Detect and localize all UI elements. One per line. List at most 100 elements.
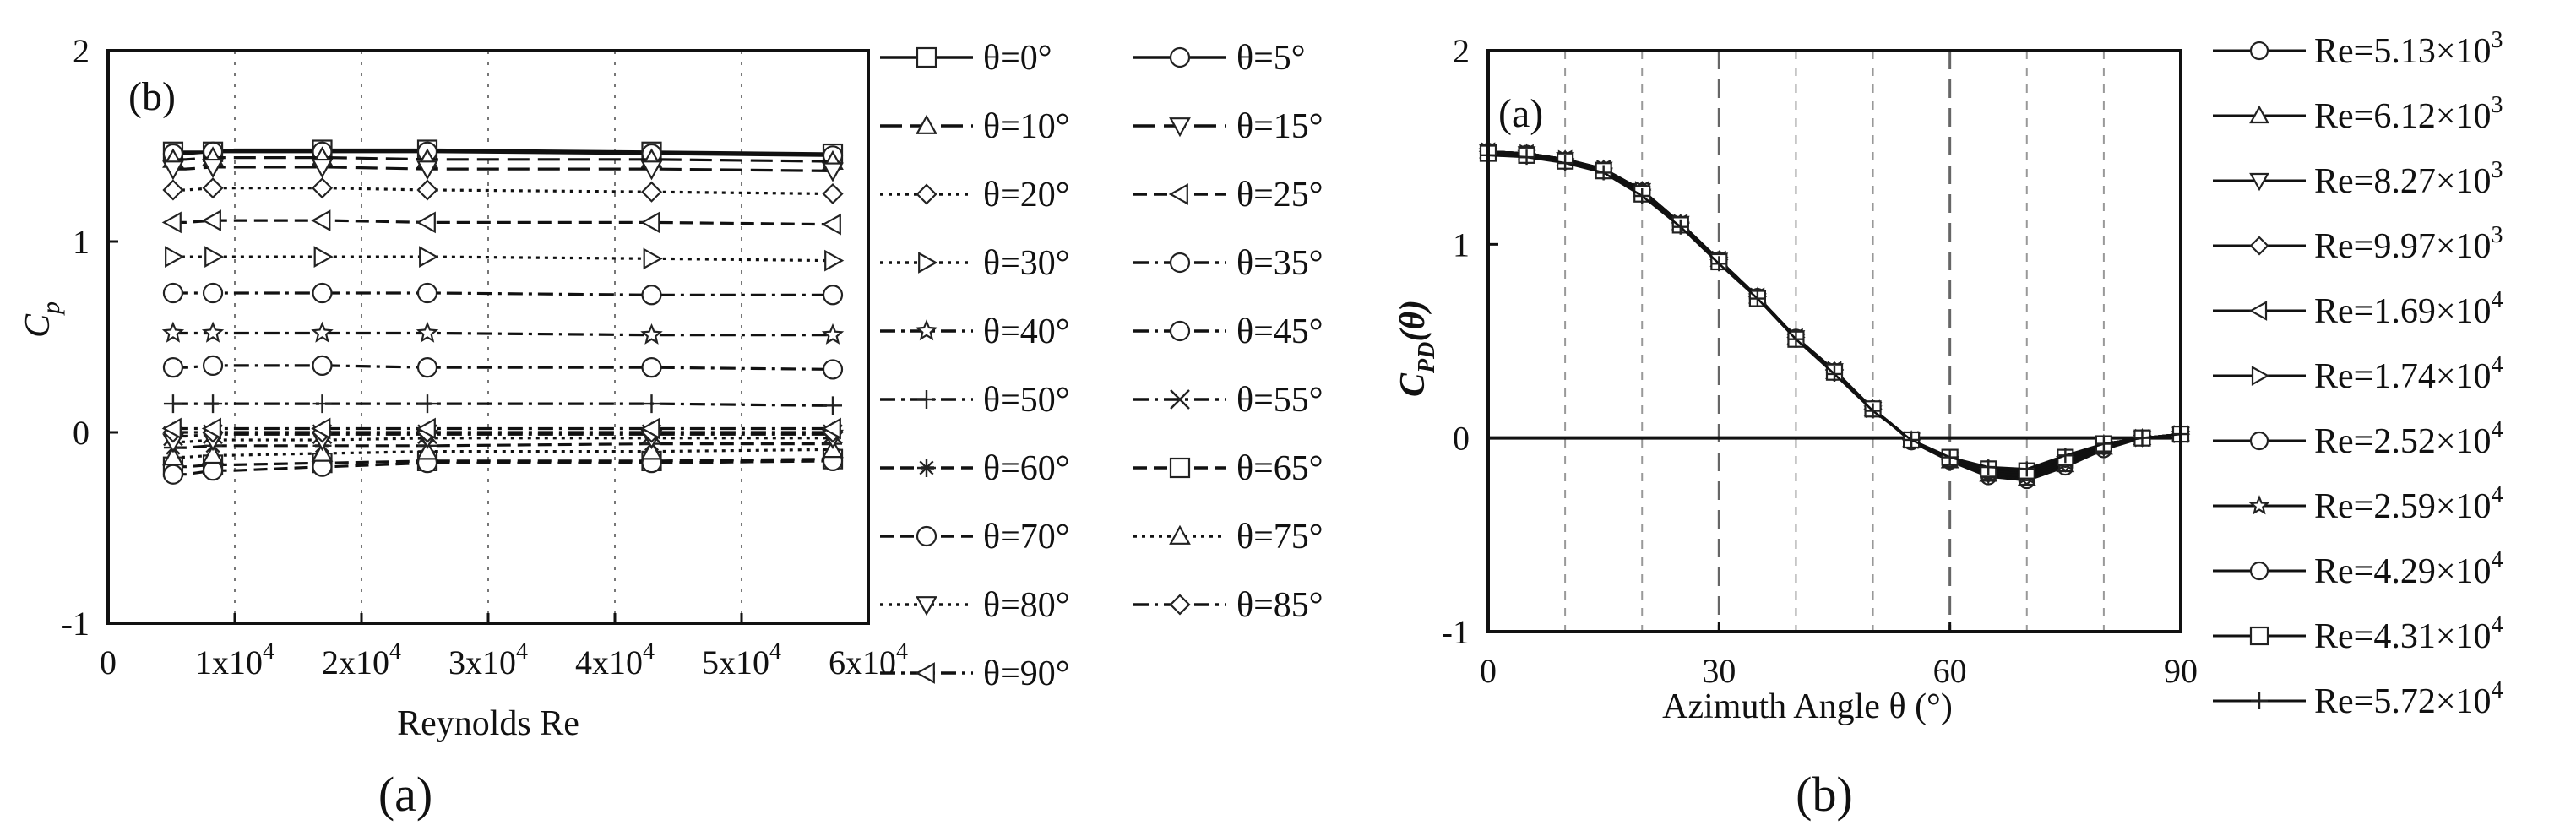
data-point [311,158,334,179]
series-6 [165,246,845,272]
legend-item: θ=65° [1133,449,1323,488]
data-point [640,211,660,234]
data-point [202,460,224,481]
legend-item: θ=85° [1133,586,1323,625]
data-point [416,321,439,343]
legend-label: Re=2.52×104 [2314,417,2503,461]
series-4 [1478,142,2188,485]
legend-item: θ=90° [880,654,1070,693]
legend-item: Re=8.27×103 [2213,157,2503,201]
data-point [821,323,845,345]
legend-marker [1168,183,1188,205]
x-tick-label: 2x104 [322,638,401,681]
data-point [311,321,334,343]
legend-marker [2251,692,2268,709]
y-tick-label: 0 [1453,420,1470,458]
legend-label: θ=15° [1236,107,1323,146]
data-point [2095,436,2111,452]
legend-marker [2249,561,2269,581]
legend: Re=5.13×103 Re=6.12×103 Re=8.27×103 Re=9.97… [2213,27,2503,721]
legend-item: θ=20° [880,176,1070,214]
series-line [1487,152,2182,473]
legend-marker [2249,236,2269,256]
series-5 [1481,142,2191,485]
legend-marker [916,114,937,134]
data-point [2134,430,2150,446]
data-point [416,440,438,460]
legend-marker [2248,301,2268,321]
data-point [1672,219,1688,235]
series-line [172,255,834,263]
legend: θ=0° θ=5° θ=10° θ=15° θ=20° θ=25° θ=30° θ=35° θ=… [880,39,1323,693]
series-1 [1479,141,2190,486]
series-line [172,331,833,337]
legend-item: Re=1.69×104 [2213,287,2503,331]
legend-marker [2249,626,2269,646]
x-tick-label: 60 [1933,652,1967,690]
y-tick-label: 2 [1453,32,1470,70]
data-point [163,394,182,414]
data-point [162,446,184,466]
data-point [1827,366,1842,382]
legend-label: θ=60° [983,449,1070,488]
legend-label: θ=30° [983,244,1070,283]
data-point [1749,290,1765,307]
series-line [1487,150,2182,476]
series-5 [161,209,841,236]
legend-marker [1169,457,1191,479]
series-10 [163,394,842,415]
series-line [1487,150,2182,476]
legend-label: θ=50° [983,381,1070,420]
legend-item: θ=75° [1133,518,1323,556]
series-line [172,459,834,476]
legend-item: θ=40° [880,312,1070,351]
data-point [312,282,333,304]
legend-marker [1169,252,1191,274]
data-point [416,160,438,181]
legend-label: Re=6.12×103 [2314,92,2503,136]
legend-marker [917,390,936,409]
series-line [1487,152,2182,482]
series-2 [1479,144,2190,486]
data-point [162,357,184,378]
y-axis-label: Cp [19,301,65,338]
legend-marker [916,46,937,68]
series-6 [1479,143,2190,482]
legend-marker [1170,389,1190,410]
legend-item: θ=55° [1133,381,1323,420]
data-point [161,211,182,234]
data-point [824,249,845,272]
legend-label: θ=90° [983,654,1070,693]
data-point [204,394,223,414]
legend-label: Re=9.97×103 [2314,222,2503,266]
data-point [312,394,332,414]
legend-label: Re=2.59×104 [2314,482,2503,526]
plot-frame [1486,49,2182,633]
legend-marker [2249,41,2269,61]
legend-marker [1169,594,1191,616]
legend-item: Re=2.52×104 [2213,417,2503,461]
caption: (a) [378,767,432,822]
x-tick-label: 0 [100,643,117,681]
legend-item: Re=1.74×104 [2213,352,2503,396]
legend-marker [2249,105,2269,124]
data-point [202,282,224,304]
y-tick-label: 2 [73,32,90,70]
legend-marker [916,596,937,616]
data-point [822,359,844,380]
data-point [640,181,663,203]
data-point [311,442,334,462]
legend-marker [2249,172,2269,192]
data-point [2057,448,2073,464]
data-point [416,179,438,201]
legend-marker [2251,366,2270,386]
legend-item: Re=2.59×104 [2213,482,2503,526]
legend-label: θ=25° [1236,176,1323,214]
x-tick-label: 5x104 [702,638,781,681]
data-point [202,158,224,179]
data-point [416,357,438,378]
legend-item: Re=9.97×103 [2213,222,2503,266]
legend-item: θ=30° [880,244,1070,283]
grid-lines [234,51,742,623]
series-line [1487,150,2182,480]
